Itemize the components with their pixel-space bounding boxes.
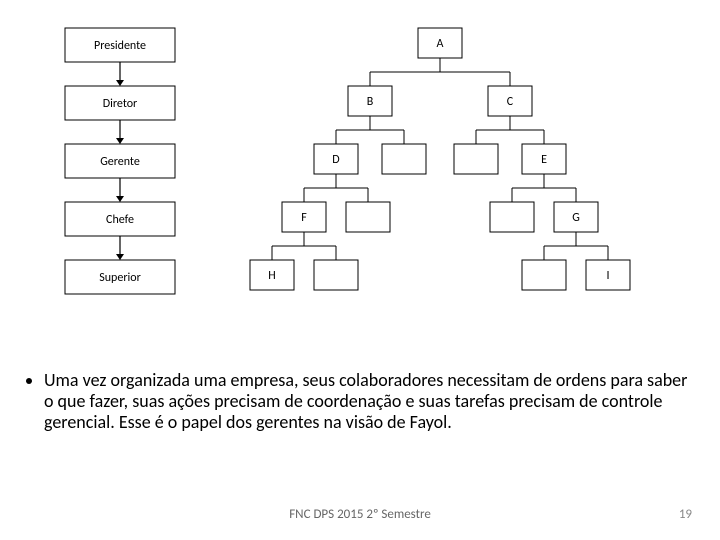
- tree-node-label-g: G: [572, 211, 580, 225]
- tree-node-label-b: B: [367, 95, 374, 109]
- tree-node-label-a: A: [437, 37, 444, 51]
- level-label-presidente: Presidente: [94, 39, 146, 53]
- tree-node-blank: [522, 260, 566, 290]
- tree-node-label-i: I: [606, 269, 609, 283]
- arrowhead-icon: [116, 138, 124, 144]
- tree-node-label-d: D: [332, 153, 339, 167]
- tree-node-blank: [314, 260, 358, 290]
- footer-text: FNC DPS 2015 2º Semestre: [0, 507, 720, 522]
- level-label-superior: Superior: [99, 271, 141, 285]
- arrowhead-icon: [116, 254, 124, 260]
- arrowhead-icon: [116, 196, 124, 202]
- tree-node-label-h: H: [268, 269, 275, 283]
- level-label-chefe: Chefe: [106, 213, 134, 227]
- tree-node-blank: [490, 202, 534, 232]
- bullet-text: Uma vez organizada uma empresa, seus col…: [44, 370, 696, 434]
- level-label-diretor: Diretor: [103, 97, 137, 111]
- tree-node-blank: [454, 144, 498, 174]
- tree-node-blank: [346, 202, 390, 232]
- tree-node-label-e: E: [541, 153, 547, 167]
- body-paragraph: Uma vez organizada uma empresa, seus col…: [24, 370, 696, 434]
- tree-node-blank: [382, 144, 426, 174]
- level-label-gerente: Gerente: [100, 155, 140, 169]
- arrowhead-icon: [116, 80, 124, 86]
- hierarchy-diagram: Presidente Diretor Gerente Chefe Superior A B C…: [0, 0, 720, 340]
- page-number: 19: [679, 507, 692, 522]
- tree-node-label-f: F: [301, 211, 307, 225]
- tree-node-label-c: C: [507, 95, 514, 109]
